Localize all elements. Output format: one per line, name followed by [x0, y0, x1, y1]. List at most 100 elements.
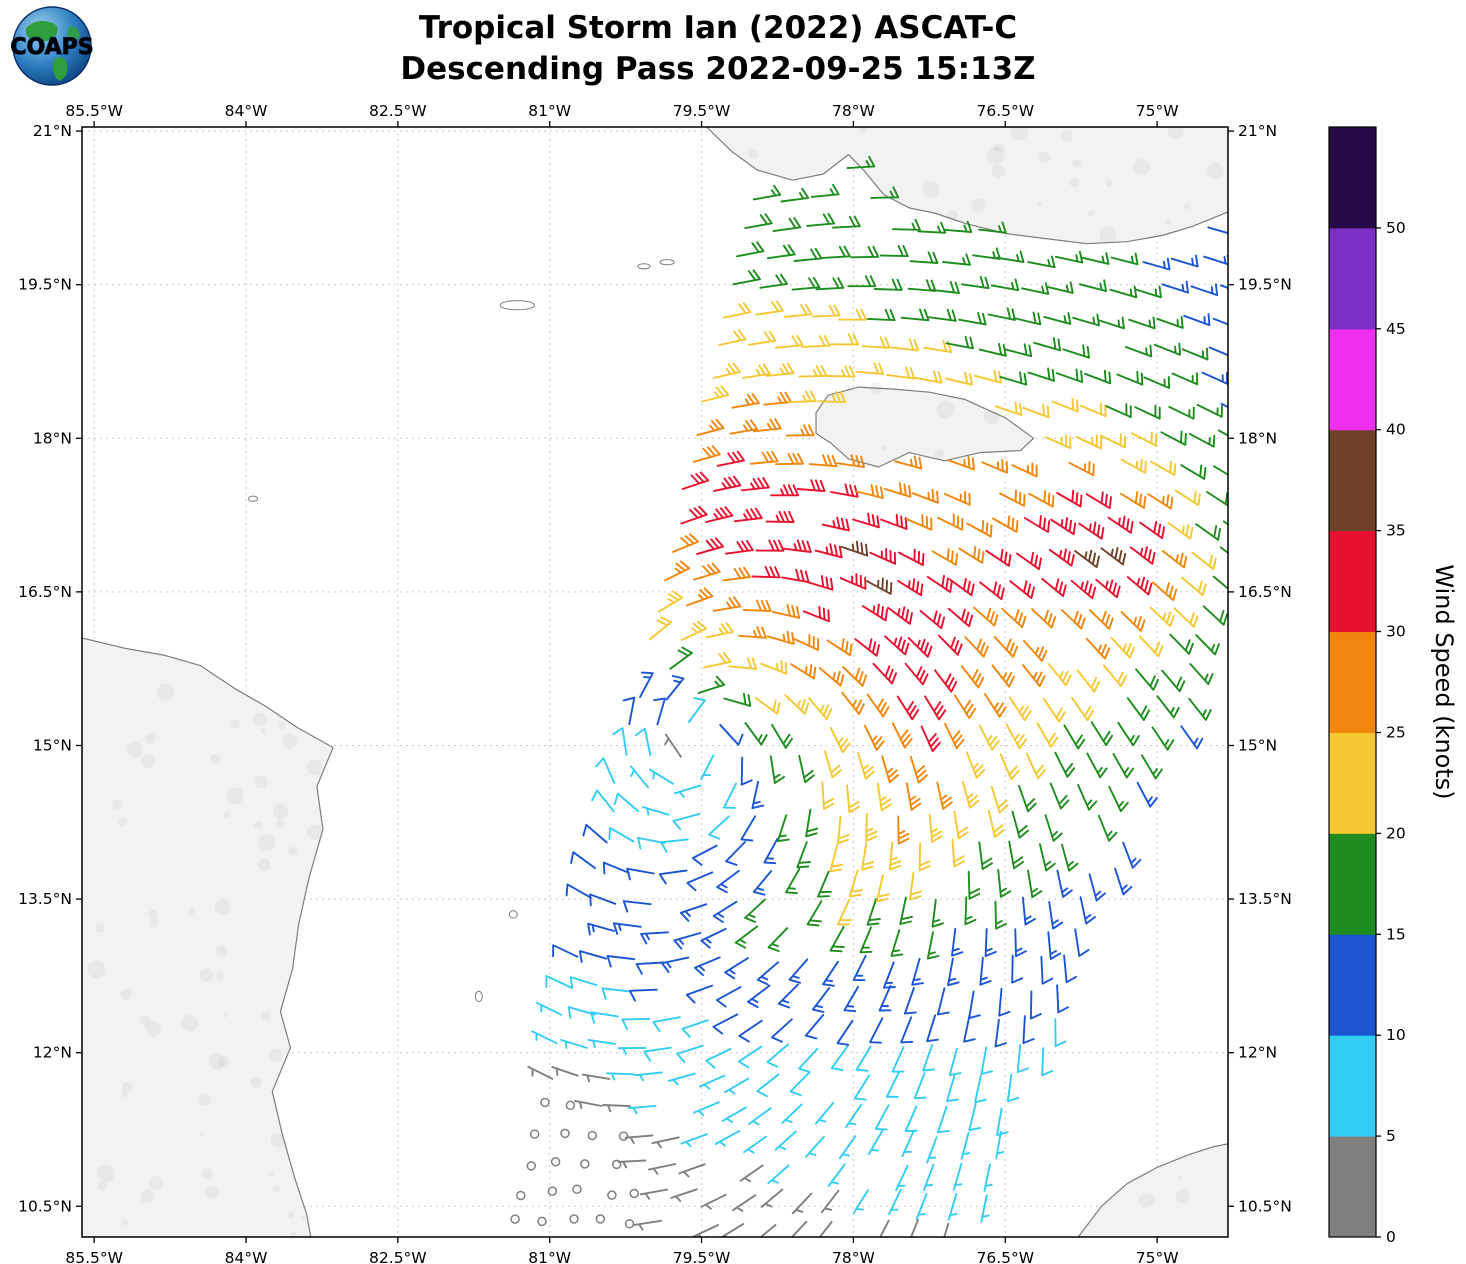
- calm-circle: [595, 1214, 606, 1224]
- wind-barb: [1056, 984, 1070, 1014]
- wind-barb: [891, 218, 921, 231]
- wind-barb: [1188, 697, 1212, 721]
- wind-barb: [787, 390, 817, 404]
- wind-barb: [1055, 368, 1084, 383]
- wind-barb: [1220, 402, 1228, 409]
- calm-circle: [629, 1188, 639, 1199]
- wind-barb: [732, 269, 761, 286]
- calm-circle: [565, 1100, 576, 1111]
- wind-barb: [999, 489, 1026, 507]
- wind-barb: [567, 1006, 596, 1019]
- wind-barb: [1085, 491, 1112, 510]
- wind-barb: [980, 1046, 993, 1075]
- map-border: [81, 126, 1229, 1238]
- wind-barb: [1156, 315, 1184, 329]
- wind-barb: [926, 574, 953, 593]
- wind-barb: [589, 893, 617, 907]
- wind-barb: [1074, 549, 1100, 569]
- wind-barb: [840, 540, 869, 557]
- wind-barb: [1116, 370, 1144, 386]
- wind-barb: [936, 781, 953, 810]
- wind-barb: [672, 812, 701, 831]
- y-tick-label-right: 19.5°N: [1238, 276, 1292, 294]
- wind-barb: [792, 633, 820, 651]
- wind-barb: [595, 757, 616, 784]
- wind-barb: [888, 1188, 902, 1215]
- wind-barb: [739, 1164, 764, 1183]
- wind-barb: [1033, 337, 1062, 352]
- wind-barb: [973, 606, 999, 627]
- wind-barb: [1129, 546, 1156, 565]
- wind-barb: [612, 922, 642, 935]
- wind-barb: [1054, 250, 1084, 264]
- wind-barb: [681, 471, 710, 490]
- wind-barb: [897, 548, 925, 566]
- wind-barb: [1203, 253, 1228, 266]
- wind-barb: [1160, 430, 1187, 446]
- y-tick-label-left: 12°N: [33, 1044, 72, 1062]
- land-central_america: [82, 637, 334, 1237]
- wind-barb: [1040, 955, 1054, 985]
- wind-barb: [801, 335, 831, 348]
- wind-barb: [691, 844, 718, 866]
- wind-barb: [679, 903, 708, 922]
- wind-barb: [936, 987, 950, 1016]
- wind-barb: [612, 727, 628, 756]
- x-tick-label-bottom: 82.5°W: [369, 1249, 427, 1264]
- wind-barb: [907, 279, 937, 292]
- wind-barb: [608, 827, 635, 843]
- calm-circle: [618, 1131, 629, 1141]
- wind-barb: [874, 1104, 890, 1131]
- wind-barb: [738, 626, 767, 639]
- wind-barb: [791, 276, 821, 291]
- wind-barb: [1173, 607, 1199, 628]
- colorbar-tick-label: 35: [1386, 522, 1406, 540]
- wind-barb: [1135, 668, 1159, 691]
- wind-barb: [920, 725, 941, 753]
- wind-barb: [1219, 284, 1228, 289]
- y-tick-label-left: 16.5°N: [18, 583, 72, 601]
- wind-barb: [703, 652, 732, 669]
- wind-barb: [755, 300, 784, 316]
- colorbar: 0 5 10 15 20 25 30 35 40 45 50: [1328, 126, 1406, 1246]
- y-tick-label-right: 21°N: [1238, 122, 1277, 140]
- wind-barb: [1062, 344, 1090, 359]
- wind-barb: [723, 782, 738, 809]
- wind-barb: [1038, 843, 1056, 872]
- wind-barb: [728, 657, 758, 670]
- wind-barb: [712, 362, 741, 379]
- wind-barb: [836, 454, 866, 469]
- calm-circle: [540, 1097, 550, 1108]
- island: [499, 300, 535, 311]
- wind-barb: [875, 874, 890, 903]
- calm-circle: [611, 1159, 622, 1170]
- colorbar-tick-label: 45: [1386, 320, 1406, 338]
- wind-barb: [811, 304, 841, 318]
- colorbar-tick-label: 50: [1386, 219, 1406, 237]
- wind-barb: [686, 871, 714, 892]
- wind-barb: [716, 450, 746, 467]
- wind-barb: [721, 1106, 747, 1124]
- y-tick-label-left: 15°N: [33, 736, 72, 754]
- wind-barb: [770, 723, 793, 749]
- wind-barb: [1050, 517, 1077, 536]
- wind-barb: [895, 1164, 909, 1192]
- wind-barb: [715, 986, 742, 1008]
- wind-barb: [879, 244, 909, 258]
- x-tick-label-top: 78°W: [832, 102, 875, 120]
- wind-barb: [1079, 896, 1096, 925]
- wind-barb: [783, 303, 813, 318]
- wind-barb: [775, 452, 804, 466]
- colorbar-segment: [1329, 833, 1376, 935]
- wind-barb: [922, 1044, 936, 1072]
- wind-barb: [1097, 316, 1125, 330]
- wind-barb: [581, 1073, 611, 1083]
- wind-barb: [1086, 752, 1108, 779]
- y-tick-label-right: 12°N: [1238, 1044, 1277, 1062]
- wind-barb: [734, 925, 759, 949]
- wind-barb: [822, 960, 839, 987]
- wind-barb: [736, 241, 765, 258]
- wind-barb: [820, 1189, 840, 1214]
- wind-barb: [884, 635, 910, 656]
- wind-barb: [903, 987, 917, 1015]
